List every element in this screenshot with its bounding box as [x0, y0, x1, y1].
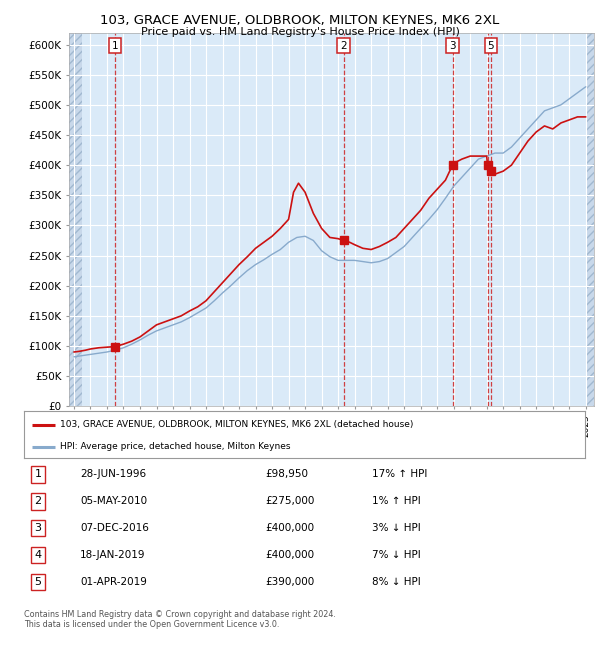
Text: HPI: Average price, detached house, Milton Keynes: HPI: Average price, detached house, Milt… — [61, 442, 291, 451]
Text: 1: 1 — [112, 40, 118, 51]
Text: 7% ↓ HPI: 7% ↓ HPI — [372, 550, 421, 560]
Text: 28-JUN-1996: 28-JUN-1996 — [80, 469, 146, 479]
Text: 4: 4 — [34, 550, 41, 560]
Text: Price paid vs. HM Land Registry's House Price Index (HPI): Price paid vs. HM Land Registry's House … — [140, 27, 460, 37]
Text: 1% ↑ HPI: 1% ↑ HPI — [372, 496, 421, 506]
Text: 07-DEC-2016: 07-DEC-2016 — [80, 523, 149, 533]
Text: 2: 2 — [34, 496, 41, 506]
Text: £400,000: £400,000 — [265, 523, 314, 533]
Text: Contains HM Land Registry data © Crown copyright and database right 2024.
This d: Contains HM Land Registry data © Crown c… — [24, 610, 336, 629]
Text: £390,000: £390,000 — [265, 577, 314, 587]
Bar — [69, 32, 82, 406]
Text: 17% ↑ HPI: 17% ↑ HPI — [372, 469, 427, 479]
Text: 5: 5 — [35, 577, 41, 587]
Text: 3% ↓ HPI: 3% ↓ HPI — [372, 523, 421, 533]
Bar — [586, 32, 594, 406]
Text: 5: 5 — [488, 40, 494, 51]
Text: 103, GRACE AVENUE, OLDBROOK, MILTON KEYNES, MK6 2XL (detached house): 103, GRACE AVENUE, OLDBROOK, MILTON KEYN… — [61, 420, 414, 429]
Text: £400,000: £400,000 — [265, 550, 314, 560]
Text: 103, GRACE AVENUE, OLDBROOK, MILTON KEYNES, MK6 2XL: 103, GRACE AVENUE, OLDBROOK, MILTON KEYN… — [100, 14, 500, 27]
Text: 8% ↓ HPI: 8% ↓ HPI — [372, 577, 421, 587]
Text: 01-APR-2019: 01-APR-2019 — [80, 577, 147, 587]
Text: £98,950: £98,950 — [265, 469, 308, 479]
Text: 05-MAY-2010: 05-MAY-2010 — [80, 496, 147, 506]
Text: 18-JAN-2019: 18-JAN-2019 — [80, 550, 146, 560]
Text: £275,000: £275,000 — [265, 496, 314, 506]
Text: 3: 3 — [35, 523, 41, 533]
Text: 1: 1 — [35, 469, 41, 479]
Text: 3: 3 — [449, 40, 456, 51]
Text: 2: 2 — [340, 40, 347, 51]
